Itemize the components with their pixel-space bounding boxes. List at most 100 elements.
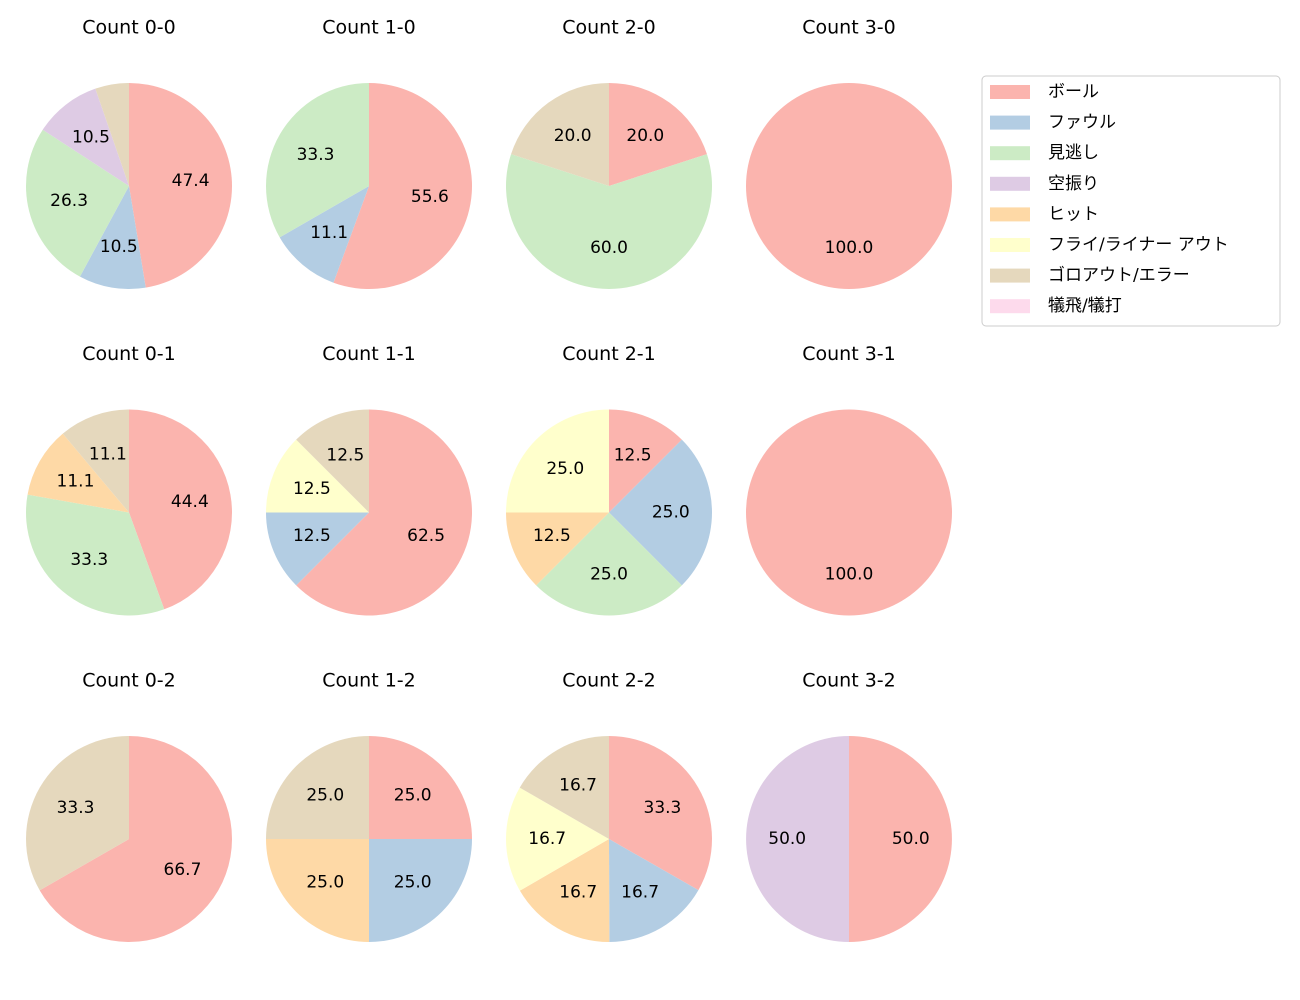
- legend-label: ボール: [1048, 82, 1099, 102]
- value-label: 25.0: [590, 564, 628, 584]
- value-label: 100.0: [825, 564, 874, 584]
- pie-slice: [506, 409, 609, 513]
- chart-title: Count 0-2: [82, 670, 176, 692]
- value-label: 25.0: [306, 785, 344, 805]
- legend-label: 犠飛/犠打: [1048, 296, 1122, 316]
- legend-label: ゴロアウト/エラー: [1048, 265, 1190, 286]
- chart-title: Count 3-0: [802, 17, 896, 39]
- value-label: 25.0: [546, 459, 584, 479]
- value-label: 20.0: [626, 126, 664, 146]
- chart-title: Count 2-0: [562, 17, 656, 39]
- value-label: 10.5: [72, 127, 110, 147]
- value-label: 16.7: [528, 829, 566, 849]
- value-label: 16.7: [559, 775, 597, 795]
- pie-slice: [609, 736, 713, 891]
- value-label: 47.4: [172, 171, 210, 191]
- pie-slice: [609, 83, 707, 186]
- pie-slice: [511, 83, 609, 186]
- pie-slice: [296, 409, 369, 513]
- pie-slice: [519, 839, 610, 942]
- value-label: 11.1: [310, 223, 348, 243]
- pie-slice: [849, 736, 952, 942]
- legend-swatch: [990, 176, 1030, 191]
- value-label: 11.1: [57, 472, 95, 492]
- pie-slice: [79, 186, 146, 289]
- pie-slice: [369, 839, 472, 942]
- value-label: 33.3: [70, 550, 108, 570]
- pie-slice: [129, 83, 233, 288]
- value-label: 25.0: [394, 785, 432, 805]
- legend-swatch: [990, 115, 1030, 130]
- pie-slice: [609, 439, 712, 586]
- chart-title: Count 1-2: [322, 670, 416, 692]
- pie-slice: [266, 439, 369, 513]
- pie-slice: [266, 736, 369, 839]
- legend-swatch: [990, 238, 1030, 252]
- pie-slice: [505, 787, 609, 891]
- legend-swatch: [990, 207, 1030, 222]
- pie-slice: [506, 154, 712, 290]
- pie-slice: [25, 494, 165, 616]
- pie-slice: [95, 83, 129, 186]
- value-label: 33.3: [644, 798, 682, 818]
- value-label: 11.1: [89, 444, 127, 464]
- chart-title: Count 3-1: [802, 343, 896, 365]
- value-label: 25.0: [394, 873, 432, 893]
- pie-slice: [266, 839, 369, 942]
- legend-label: ヒット: [1048, 204, 1099, 224]
- value-label: 12.5: [293, 526, 331, 546]
- chart-title: Count 1-1: [322, 343, 416, 365]
- pie-slice: [536, 512, 682, 616]
- legend-label: ファウル: [1048, 113, 1116, 133]
- pie-slice: [25, 129, 129, 277]
- pie-slice: [333, 83, 472, 289]
- value-label: 16.7: [559, 883, 597, 903]
- value-label: 25.0: [652, 503, 690, 523]
- chart-title: Count 0-1: [82, 343, 176, 365]
- pie-slice: [39, 736, 233, 942]
- value-label: 60.0: [590, 238, 628, 258]
- legend-label: 空振り: [1048, 174, 1099, 194]
- pie-slice: [26, 736, 129, 891]
- legend-swatch: [990, 268, 1030, 283]
- pie-slice: [506, 512, 609, 586]
- pie-slice: [42, 88, 129, 186]
- value-label: 12.5: [533, 526, 571, 546]
- pie-slice: [369, 736, 472, 839]
- legend-box: [981, 75, 1281, 327]
- pie-slice: [266, 512, 369, 586]
- value-label: 44.4: [171, 492, 209, 512]
- pie-slice: [609, 409, 682, 513]
- value-label: 10.5: [100, 237, 138, 257]
- value-label: 100.0: [825, 238, 874, 258]
- value-label: 62.5: [407, 526, 445, 546]
- value-label: 12.5: [326, 445, 364, 465]
- pie-slice: [609, 839, 699, 942]
- value-label: 12.5: [614, 445, 652, 465]
- legend-swatch: [990, 146, 1030, 161]
- pie-slice: [746, 409, 952, 616]
- pie-slice: [519, 736, 609, 839]
- pie-slice: [129, 409, 232, 610]
- value-label: 33.3: [297, 145, 335, 165]
- legend-label: フライ/ライナー アウト: [1048, 235, 1229, 255]
- value-label: 20.0: [554, 126, 592, 146]
- chart-title: Count 0-0: [82, 17, 176, 39]
- pie-slice: [27, 433, 129, 513]
- pie-slice: [746, 736, 849, 942]
- value-label: 50.0: [892, 829, 930, 849]
- chart-title: Count 2-2: [562, 670, 656, 692]
- value-label: 26.3: [50, 191, 88, 211]
- pie-slice: [266, 83, 369, 238]
- pie-slice: [62, 409, 129, 513]
- pie-slice: [279, 186, 369, 283]
- value-label: 16.7: [621, 882, 659, 902]
- chart-title: Count 2-1: [562, 343, 656, 365]
- legend-swatch: [990, 85, 1030, 99]
- value-label: 25.0: [306, 873, 344, 893]
- value-label: 55.6: [411, 187, 449, 207]
- chart-title: Count 3-2: [802, 670, 896, 692]
- chart-title: Count 1-0: [322, 17, 416, 39]
- pie-slice: [746, 83, 952, 289]
